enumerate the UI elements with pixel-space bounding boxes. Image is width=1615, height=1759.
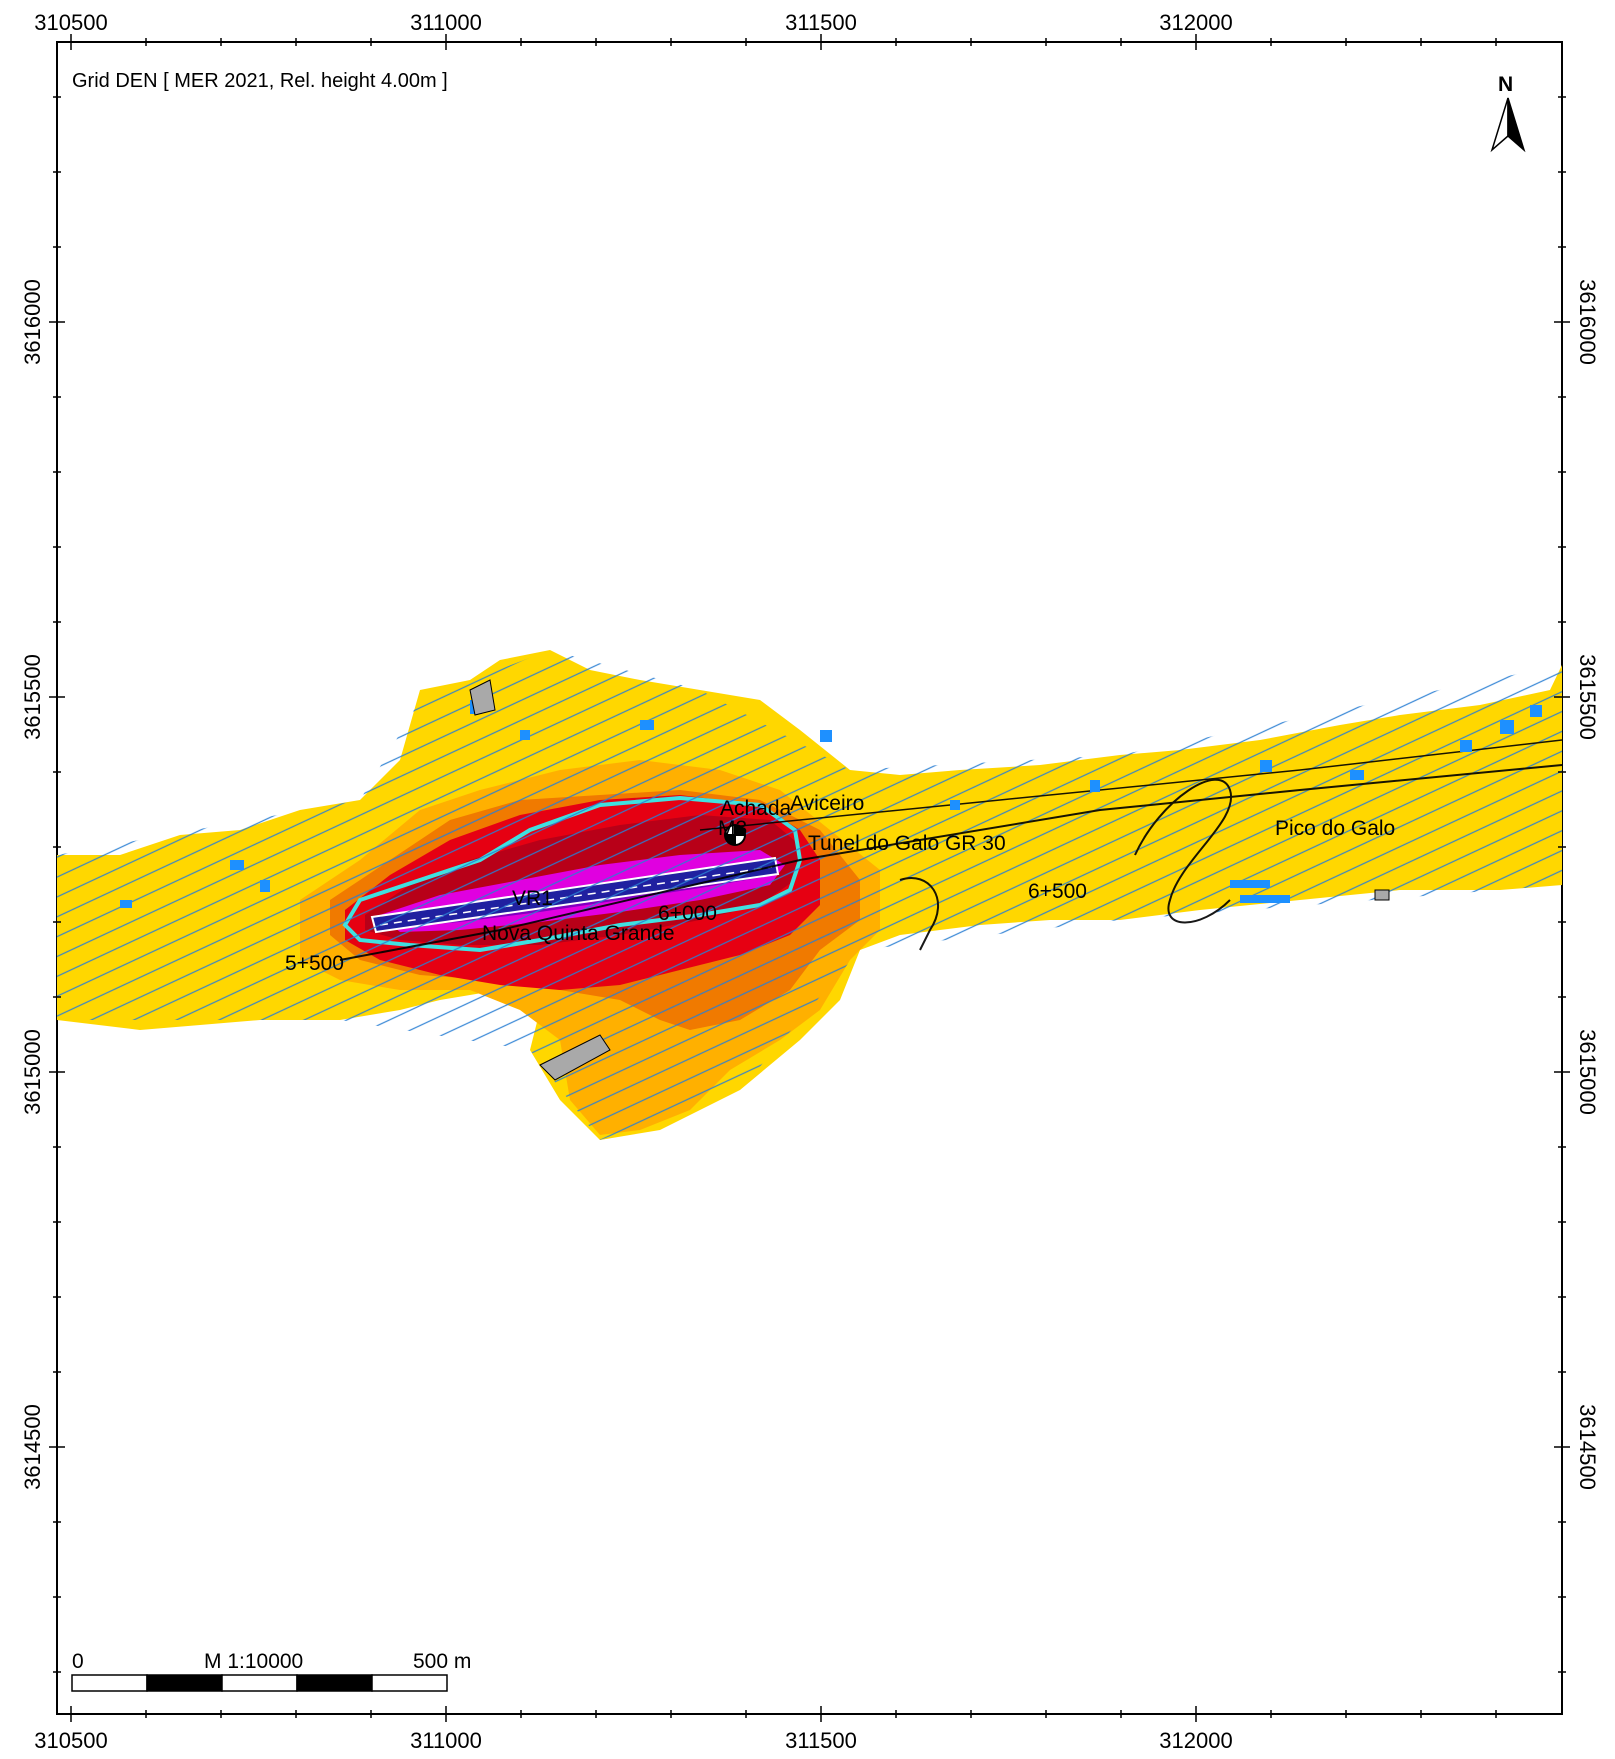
north-arrow-icon: N: [1490, 73, 1526, 153]
place-labels: Achada Aviceiro M3 Tunel do Galo GR 30 P…: [285, 792, 1395, 975]
main-road: [339, 764, 1563, 961]
x-tick-labels-top: 310500 311000 311500 312000: [34, 10, 1232, 35]
x-tick-label: 311000: [410, 1728, 482, 1753]
x-tick-label: 311500: [785, 10, 857, 35]
y-tick-label: 3614500: [20, 1404, 45, 1490]
y-tick-label: 3615500: [20, 654, 45, 740]
label-quinta-grande: Nova Quinta Grande: [482, 922, 675, 945]
label-tunel: Tunel do Galo GR 30: [808, 832, 1006, 855]
x-tick-labels-bottom: 310500 311000 311500 312000: [34, 1728, 1232, 1753]
parking-areas: [469, 679, 1390, 1081]
label-km-6500: 6+500: [1028, 880, 1087, 903]
x-tick-label: 310500: [34, 1728, 107, 1753]
label-km-5500: 5+500: [285, 952, 344, 975]
x-tick-label: 310500: [34, 10, 107, 35]
label-km-6000: 6+000: [658, 902, 717, 925]
winding-road: [1134, 778, 1233, 924]
label-vr1: VR1: [512, 887, 553, 910]
north-label: N: [1498, 73, 1513, 96]
y-tick-label: 3614500: [1575, 1404, 1600, 1490]
label-aviceiro: Aviceiro: [790, 792, 864, 815]
y-tick-label: 3615000: [1575, 1029, 1600, 1115]
label-m3: M3: [718, 817, 747, 840]
scale-bar-start-label: 0: [72, 1650, 84, 1673]
label-achada: Achada: [720, 797, 792, 820]
y-tick-label: 3616000: [1575, 279, 1600, 365]
y-tick-labels-left: 3616000 3615500 3615000 3614500: [20, 279, 45, 1490]
scale-bar-end-label: 500 m: [413, 1650, 471, 1673]
parking-area-east: [1374, 889, 1390, 901]
parking-area-south: [539, 1034, 611, 1081]
y-tick-labels-right: 3616000 3615500 3615000 3614500: [1575, 279, 1600, 1490]
scale-bar-ratio-label: M 1:10000: [204, 1650, 303, 1673]
x-tick-label: 312000: [1159, 10, 1232, 35]
map-title: Grid DEN [ MER 2021, Rel. height 4.00m ]: [72, 70, 448, 92]
x-tick-label: 312000: [1159, 1728, 1232, 1753]
tick-marks: [49, 34, 1570, 1722]
road-network: [57, 650, 1563, 1140]
scale-bar: 0 M 1:10000 500 m: [71, 1650, 471, 1692]
secondary-road: [699, 739, 1563, 831]
measurement-point-icon: [724, 824, 746, 846]
winding-road-2: [899, 877, 940, 951]
x-tick-label: 311000: [410, 10, 482, 35]
x-tick-label: 311500: [785, 1728, 857, 1753]
y-tick-label: 3616000: [20, 279, 45, 365]
y-tick-label: 3615000: [20, 1029, 45, 1115]
parking-area-north: [469, 679, 496, 716]
label-pico-do-galo: Pico do Galo: [1275, 817, 1395, 840]
y-tick-label: 3615500: [1575, 654, 1600, 740]
